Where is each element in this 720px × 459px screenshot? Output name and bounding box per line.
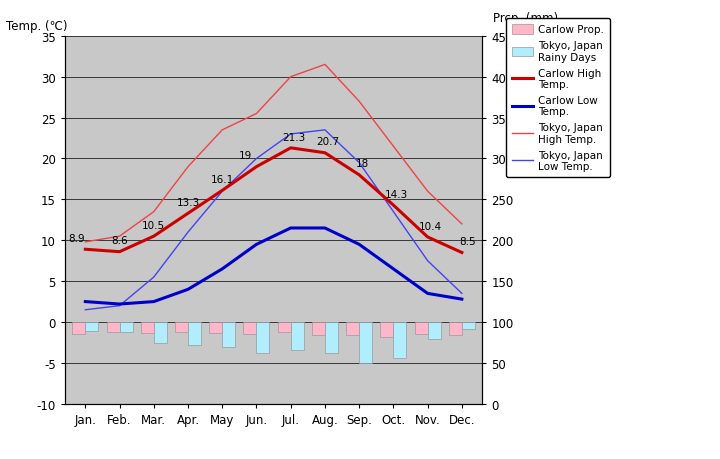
Bar	[380, 322, 393, 337]
Text: 20.7: 20.7	[316, 137, 339, 147]
Bar	[154, 322, 167, 343]
Bar	[72, 322, 86, 334]
Tokyo, Japan
High Temp.	[287, 75, 295, 80]
Tokyo, Japan
Low Temp.	[320, 128, 329, 133]
Carlow Low
Temp.	[252, 242, 261, 247]
Tokyo, Japan
High Temp.	[423, 189, 432, 195]
Tokyo, Japan
Low Temp.	[389, 209, 397, 215]
Bar	[188, 322, 201, 345]
Tokyo, Japan
High Temp.	[320, 62, 329, 68]
Bar	[243, 322, 256, 334]
Tokyo, Japan
High Temp.	[457, 222, 466, 227]
Bar	[278, 322, 291, 332]
Text: 21.3: 21.3	[282, 132, 305, 142]
Legend: Carlow Prop., Tokyo, Japan
Rainy Days, Carlow High
Temp., Carlow Low
Temp., Toky: Carlow Prop., Tokyo, Japan Rainy Days, C…	[505, 19, 610, 178]
Bar	[346, 322, 359, 335]
Bar	[107, 322, 120, 332]
Tokyo, Japan
Low Temp.	[184, 230, 192, 235]
Tokyo, Japan
Low Temp.	[287, 132, 295, 137]
Carlow High
Temp.	[389, 203, 397, 208]
Bar	[120, 322, 132, 332]
Bar	[312, 322, 325, 335]
Bar	[210, 322, 222, 333]
Bar	[141, 322, 154, 333]
Line: Tokyo, Japan
Low Temp.: Tokyo, Japan Low Temp.	[86, 130, 462, 310]
Carlow High
Temp.	[320, 151, 329, 156]
Carlow Low
Temp.	[457, 297, 466, 302]
Carlow High
Temp.	[115, 249, 124, 255]
Carlow Low
Temp.	[81, 299, 90, 305]
Line: Carlow Low
Temp.: Carlow Low Temp.	[86, 229, 462, 304]
Tokyo, Japan
Low Temp.	[457, 291, 466, 297]
Carlow Low
Temp.	[115, 302, 124, 307]
Bar	[462, 322, 475, 330]
Tokyo, Japan
Low Temp.	[218, 189, 227, 195]
Tokyo, Japan
Low Temp.	[115, 303, 124, 309]
Bar	[291, 322, 304, 350]
Text: 8.5: 8.5	[459, 237, 476, 246]
Line: Tokyo, Japan
High Temp.: Tokyo, Japan High Temp.	[86, 65, 462, 242]
Tokyo, Japan
High Temp.	[150, 209, 158, 215]
Text: 19: 19	[239, 151, 252, 161]
Carlow High
Temp.	[457, 250, 466, 256]
Tokyo, Japan
Low Temp.	[423, 258, 432, 264]
Tokyo, Japan
High Temp.	[355, 99, 364, 105]
Carlow Low
Temp.	[320, 226, 329, 231]
Carlow Low
Temp.	[389, 267, 397, 272]
Carlow Low
Temp.	[423, 291, 432, 297]
Text: 18: 18	[356, 159, 369, 169]
Text: Temp. (℃): Temp. (℃)	[6, 20, 68, 33]
Text: 8.6: 8.6	[112, 236, 128, 246]
Carlow Low
Temp.	[218, 267, 227, 272]
Tokyo, Japan
Low Temp.	[81, 308, 90, 313]
Text: 13.3: 13.3	[176, 197, 199, 207]
Tokyo, Japan
Low Temp.	[150, 274, 158, 280]
Carlow High
Temp.	[355, 173, 364, 178]
Carlow High
Temp.	[218, 188, 227, 194]
Text: 16.1: 16.1	[211, 174, 234, 185]
Carlow Low
Temp.	[184, 287, 192, 292]
Tokyo, Japan
High Temp.	[115, 234, 124, 240]
Tokyo, Japan
Low Temp.	[252, 157, 261, 162]
Text: Prcp. (mm): Prcp. (mm)	[493, 12, 558, 25]
Text: 14.3: 14.3	[384, 189, 408, 199]
Carlow Low
Temp.	[355, 242, 364, 247]
Text: 8.9: 8.9	[68, 233, 85, 243]
Bar	[222, 322, 235, 347]
Text: 10.5: 10.5	[143, 220, 166, 230]
Carlow High
Temp.	[150, 234, 158, 240]
Tokyo, Japan
High Temp.	[389, 144, 397, 150]
Tokyo, Japan
High Temp.	[252, 112, 261, 117]
Bar	[428, 322, 441, 339]
Carlow High
Temp.	[423, 235, 432, 240]
Tokyo, Japan
High Temp.	[218, 128, 227, 133]
Tokyo, Japan
High Temp.	[81, 240, 90, 245]
Bar	[449, 322, 462, 336]
Carlow Low
Temp.	[150, 299, 158, 305]
Bar	[86, 322, 99, 332]
Tokyo, Japan
High Temp.	[184, 164, 192, 170]
Bar	[256, 322, 269, 353]
Bar	[325, 322, 338, 353]
Bar	[415, 322, 428, 335]
Carlow Low
Temp.	[287, 226, 295, 231]
Tokyo, Japan
Low Temp.	[355, 161, 364, 166]
Bar	[393, 322, 406, 358]
Text: 10.4: 10.4	[419, 221, 442, 231]
Bar	[359, 322, 372, 363]
Carlow High
Temp.	[252, 164, 261, 170]
Line: Carlow High
Temp.: Carlow High Temp.	[86, 149, 462, 253]
Bar	[175, 322, 188, 332]
Carlow High
Temp.	[184, 211, 192, 217]
Carlow High
Temp.	[287, 146, 295, 151]
Carlow High
Temp.	[81, 247, 90, 252]
